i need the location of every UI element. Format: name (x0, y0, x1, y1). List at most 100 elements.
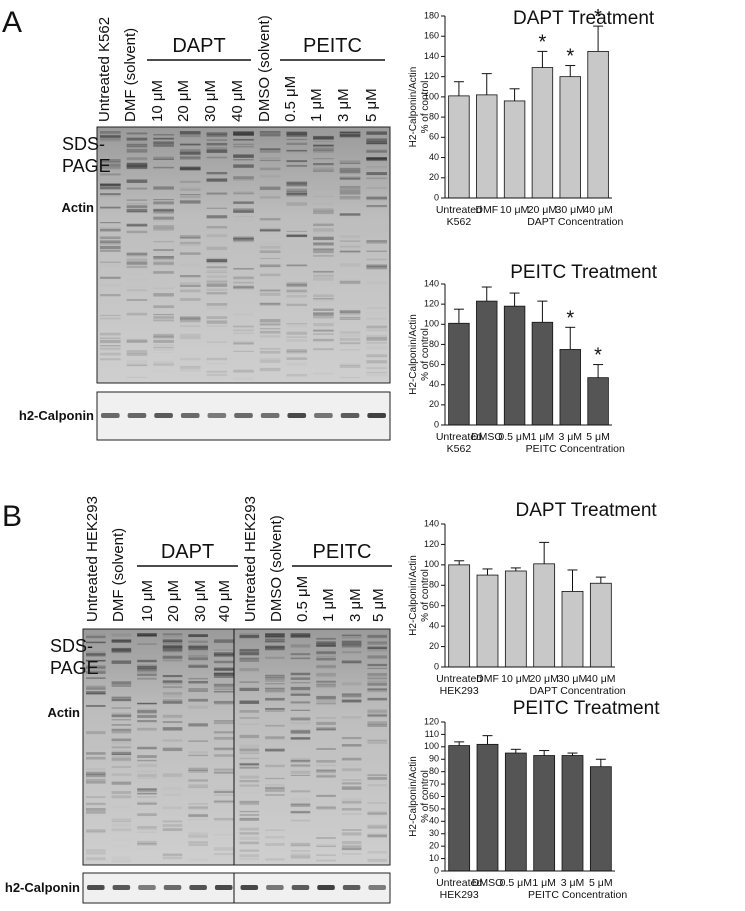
gel-band (206, 139, 228, 141)
gel-band (341, 694, 362, 698)
gel (96, 126, 391, 384)
gel-band (126, 151, 148, 154)
gel-band (341, 634, 362, 636)
gel-band (206, 132, 228, 136)
gel-band (137, 665, 157, 670)
gel-band (340, 279, 361, 282)
gel-band (153, 252, 174, 253)
gel-band (313, 210, 334, 215)
gel-band (126, 230, 148, 234)
gel-band (239, 854, 260, 858)
x-tick-label: Untreated K562 (436, 204, 482, 228)
gel-band (366, 196, 387, 200)
x-axis-label: DAPT Concentration (527, 216, 623, 228)
gel-band (290, 717, 311, 721)
gel-band (265, 633, 285, 638)
bar (504, 570, 527, 668)
calponin-band (317, 885, 335, 890)
gel-band (188, 634, 208, 637)
gel-band (86, 651, 106, 654)
gel-band (233, 237, 254, 241)
bar (448, 322, 470, 426)
y-tick-label: 90 (429, 754, 439, 764)
gel-band (100, 222, 121, 224)
gel-band (339, 250, 361, 252)
gel-band (137, 643, 157, 646)
gel-band (188, 651, 208, 654)
lane-label: 1 μM (308, 88, 325, 122)
gel-band (316, 637, 336, 640)
gel-band (188, 751, 208, 754)
gel-band (162, 633, 183, 635)
gel-band (259, 330, 281, 334)
gel-band (240, 755, 260, 758)
gel-band (313, 169, 334, 173)
gel-band (290, 844, 311, 847)
gel-band (366, 312, 387, 315)
gel-band (316, 665, 336, 669)
lane-label: 30 μM (192, 580, 209, 622)
gel-band (179, 357, 201, 361)
gel-band (340, 363, 361, 366)
gel-band (313, 224, 334, 226)
gel-band (339, 214, 361, 217)
y-tick-label: 140 (424, 278, 439, 288)
gel-band (265, 777, 285, 780)
gel-band (111, 681, 132, 684)
gel-band (213, 683, 234, 686)
gel-band (290, 653, 311, 655)
gel-band (339, 131, 361, 134)
gel-band (366, 157, 387, 159)
gel-band (86, 685, 106, 688)
gel-band (366, 205, 387, 207)
gel-band (100, 137, 121, 140)
gel-band (137, 669, 157, 673)
gel-band (313, 250, 334, 254)
y-tick-label: 30 (429, 828, 439, 838)
gel-band (137, 763, 157, 768)
gel-band (259, 328, 281, 330)
gel-band (137, 755, 157, 758)
panel-letter: B (2, 500, 22, 533)
gel-band (137, 714, 157, 718)
gel-band (213, 768, 234, 771)
gel-band (339, 245, 361, 248)
calponin-band (234, 413, 253, 418)
gel-band (162, 649, 183, 651)
gel-band (162, 645, 183, 649)
gel-band (239, 752, 260, 754)
gel-band (290, 721, 311, 725)
gel-band (179, 143, 201, 146)
gel-band (213, 672, 234, 676)
gel-band (206, 325, 228, 327)
gel-band (259, 335, 281, 338)
gel-band (162, 823, 183, 827)
gel-band (239, 810, 260, 813)
gel-band (100, 228, 121, 231)
gel-band (339, 309, 361, 313)
gel-band (206, 146, 228, 150)
gel-band (153, 262, 174, 266)
gel-band (126, 339, 148, 343)
gel-band (126, 133, 148, 135)
gel-band (162, 828, 183, 832)
gel-band (239, 710, 260, 713)
gel-band (265, 639, 285, 642)
gel-band (111, 712, 132, 717)
gel-band (126, 350, 148, 354)
gel-band (162, 656, 183, 659)
gel-band (313, 254, 334, 257)
gel-band (239, 827, 260, 831)
gel-band (366, 143, 387, 146)
gel-band (153, 210, 174, 214)
gel-band (239, 687, 260, 692)
gel-band (100, 276, 121, 279)
gel-band (290, 635, 311, 638)
gel-band (206, 283, 228, 287)
gel-band (239, 649, 260, 653)
gel-band (137, 788, 157, 791)
gel-band (86, 653, 106, 657)
gel-band (316, 764, 336, 767)
gel-band (239, 635, 260, 638)
gel-band (316, 644, 336, 647)
